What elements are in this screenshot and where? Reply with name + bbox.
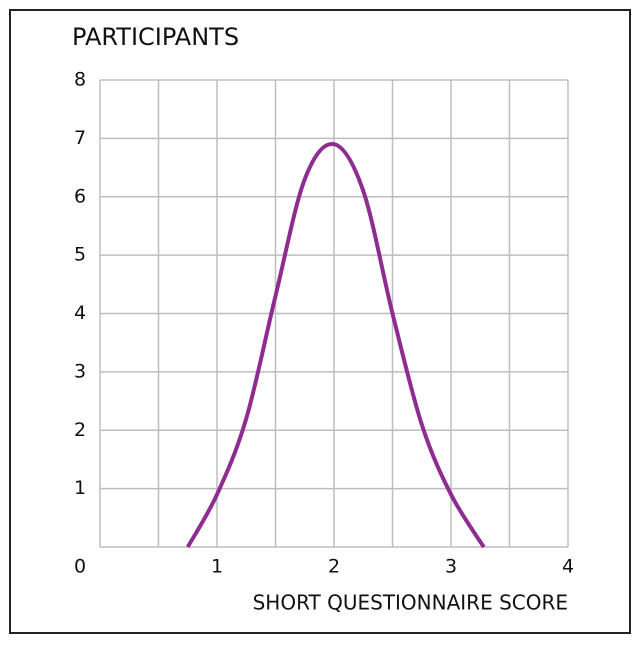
curve xyxy=(186,142,486,549)
y-tick-label: 6 xyxy=(74,185,86,207)
y-tick-label: 8 xyxy=(74,69,86,91)
frame xyxy=(9,9,631,634)
x-axis-label: SHORT QUESTIONNAIRE SCORE xyxy=(253,591,568,615)
x-tick-label: 1 xyxy=(211,556,223,578)
y-tick-label: 3 xyxy=(74,360,86,382)
x-tick-label: 4 xyxy=(562,556,574,578)
y-tick-label: 1 xyxy=(74,477,86,499)
x-tick-label: 3 xyxy=(445,556,457,578)
y-tick-label: 0 xyxy=(74,556,86,578)
y-tick-label: 5 xyxy=(74,244,86,266)
chart-title: PARTICIPANTS xyxy=(72,23,239,51)
y-tick-label: 2 xyxy=(74,419,86,441)
y-tick-label: 4 xyxy=(74,302,86,324)
x-tick-label: 2 xyxy=(328,556,340,578)
y-tick-label: 7 xyxy=(74,127,86,149)
